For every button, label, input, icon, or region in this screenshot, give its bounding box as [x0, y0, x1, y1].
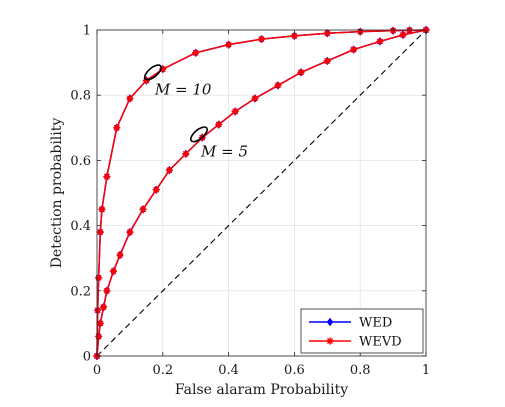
y-tick-label: 0.2	[70, 284, 91, 299]
y-tick-label: 0.6	[70, 154, 91, 169]
star-marker	[182, 150, 190, 158]
star-marker	[215, 120, 223, 129]
x-tick-label: 1	[422, 363, 430, 378]
star-marker	[103, 173, 111, 181]
x-axis-label: False alaram Probability	[175, 382, 348, 398]
star-marker	[350, 45, 358, 54]
star-marker	[165, 166, 173, 174]
star-marker	[126, 228, 134, 236]
star-marker	[297, 68, 305, 76]
star-marker	[376, 37, 384, 46]
star-marker	[113, 124, 121, 132]
tick-group: 0 0.2 0.4 0.6 0.8 1 0 0.2 0.4 0.6 0.8 1	[70, 24, 430, 379]
y-tick-label: 0	[83, 350, 91, 365]
star-marker	[116, 251, 124, 259]
star-marker	[96, 228, 104, 236]
star-marker	[139, 205, 147, 213]
x-tick-label: 0.8	[350, 363, 371, 378]
star-marker	[95, 274, 103, 282]
legend-item-wevd: WEVD	[309, 335, 402, 350]
annotation: M = 10	[143, 64, 212, 98]
star-marker	[99, 303, 108, 311]
annotation: M = 5	[190, 126, 248, 160]
legend-label: WED	[359, 316, 392, 331]
reference-line-group	[96, 29, 427, 357]
plot-frame	[96, 29, 427, 357]
legend-label: WEVD	[359, 335, 402, 350]
star-marker	[290, 32, 298, 40]
legend-box	[300, 308, 424, 354]
x-tick-label: 0.2	[152, 363, 173, 378]
annotation-label: M = 5	[200, 142, 248, 160]
star-marker	[399, 31, 407, 39]
star-marker	[95, 332, 103, 341]
star-marker	[98, 205, 106, 213]
annotation-ellipse	[190, 126, 208, 143]
star-marker	[323, 57, 331, 65]
legend-item-wed: WED	[309, 316, 392, 331]
star-marker	[103, 287, 111, 295]
x-tick-label: 0.6	[284, 363, 305, 378]
star-marker	[231, 107, 239, 116]
star-marker	[251, 94, 259, 103]
star-marker	[323, 29, 331, 37]
star-marker	[225, 41, 233, 49]
x-tick-label: 0	[93, 363, 101, 378]
star-marker	[274, 81, 282, 90]
star-marker	[152, 186, 160, 194]
annotation-group: M = 10 M = 5	[143, 64, 248, 160]
x-tick-label: 0.4	[218, 363, 239, 378]
star-marker	[126, 94, 134, 103]
star-marker	[389, 27, 397, 35]
star-marker	[96, 319, 104, 327]
annotation-ellipse	[143, 64, 162, 81]
annotation-label: M = 10	[154, 80, 212, 98]
star-marker	[192, 49, 200, 57]
star-marker	[142, 76, 150, 85]
reference-diagonal-line	[96, 29, 427, 357]
star-marker	[159, 65, 167, 73]
star-marker	[109, 267, 118, 275]
legend-diamond-marker	[326, 317, 334, 327]
star-marker	[257, 35, 266, 43]
y-tick-label: 0.8	[70, 89, 91, 104]
legend-star-marker	[326, 337, 334, 345]
y-tick-label: 0.4	[70, 219, 91, 234]
y-axis-label: Detection probability	[49, 118, 65, 269]
y-tick-label: 1	[83, 24, 91, 39]
star-marker	[94, 306, 102, 314]
legend: WED WEVD	[300, 308, 424, 354]
